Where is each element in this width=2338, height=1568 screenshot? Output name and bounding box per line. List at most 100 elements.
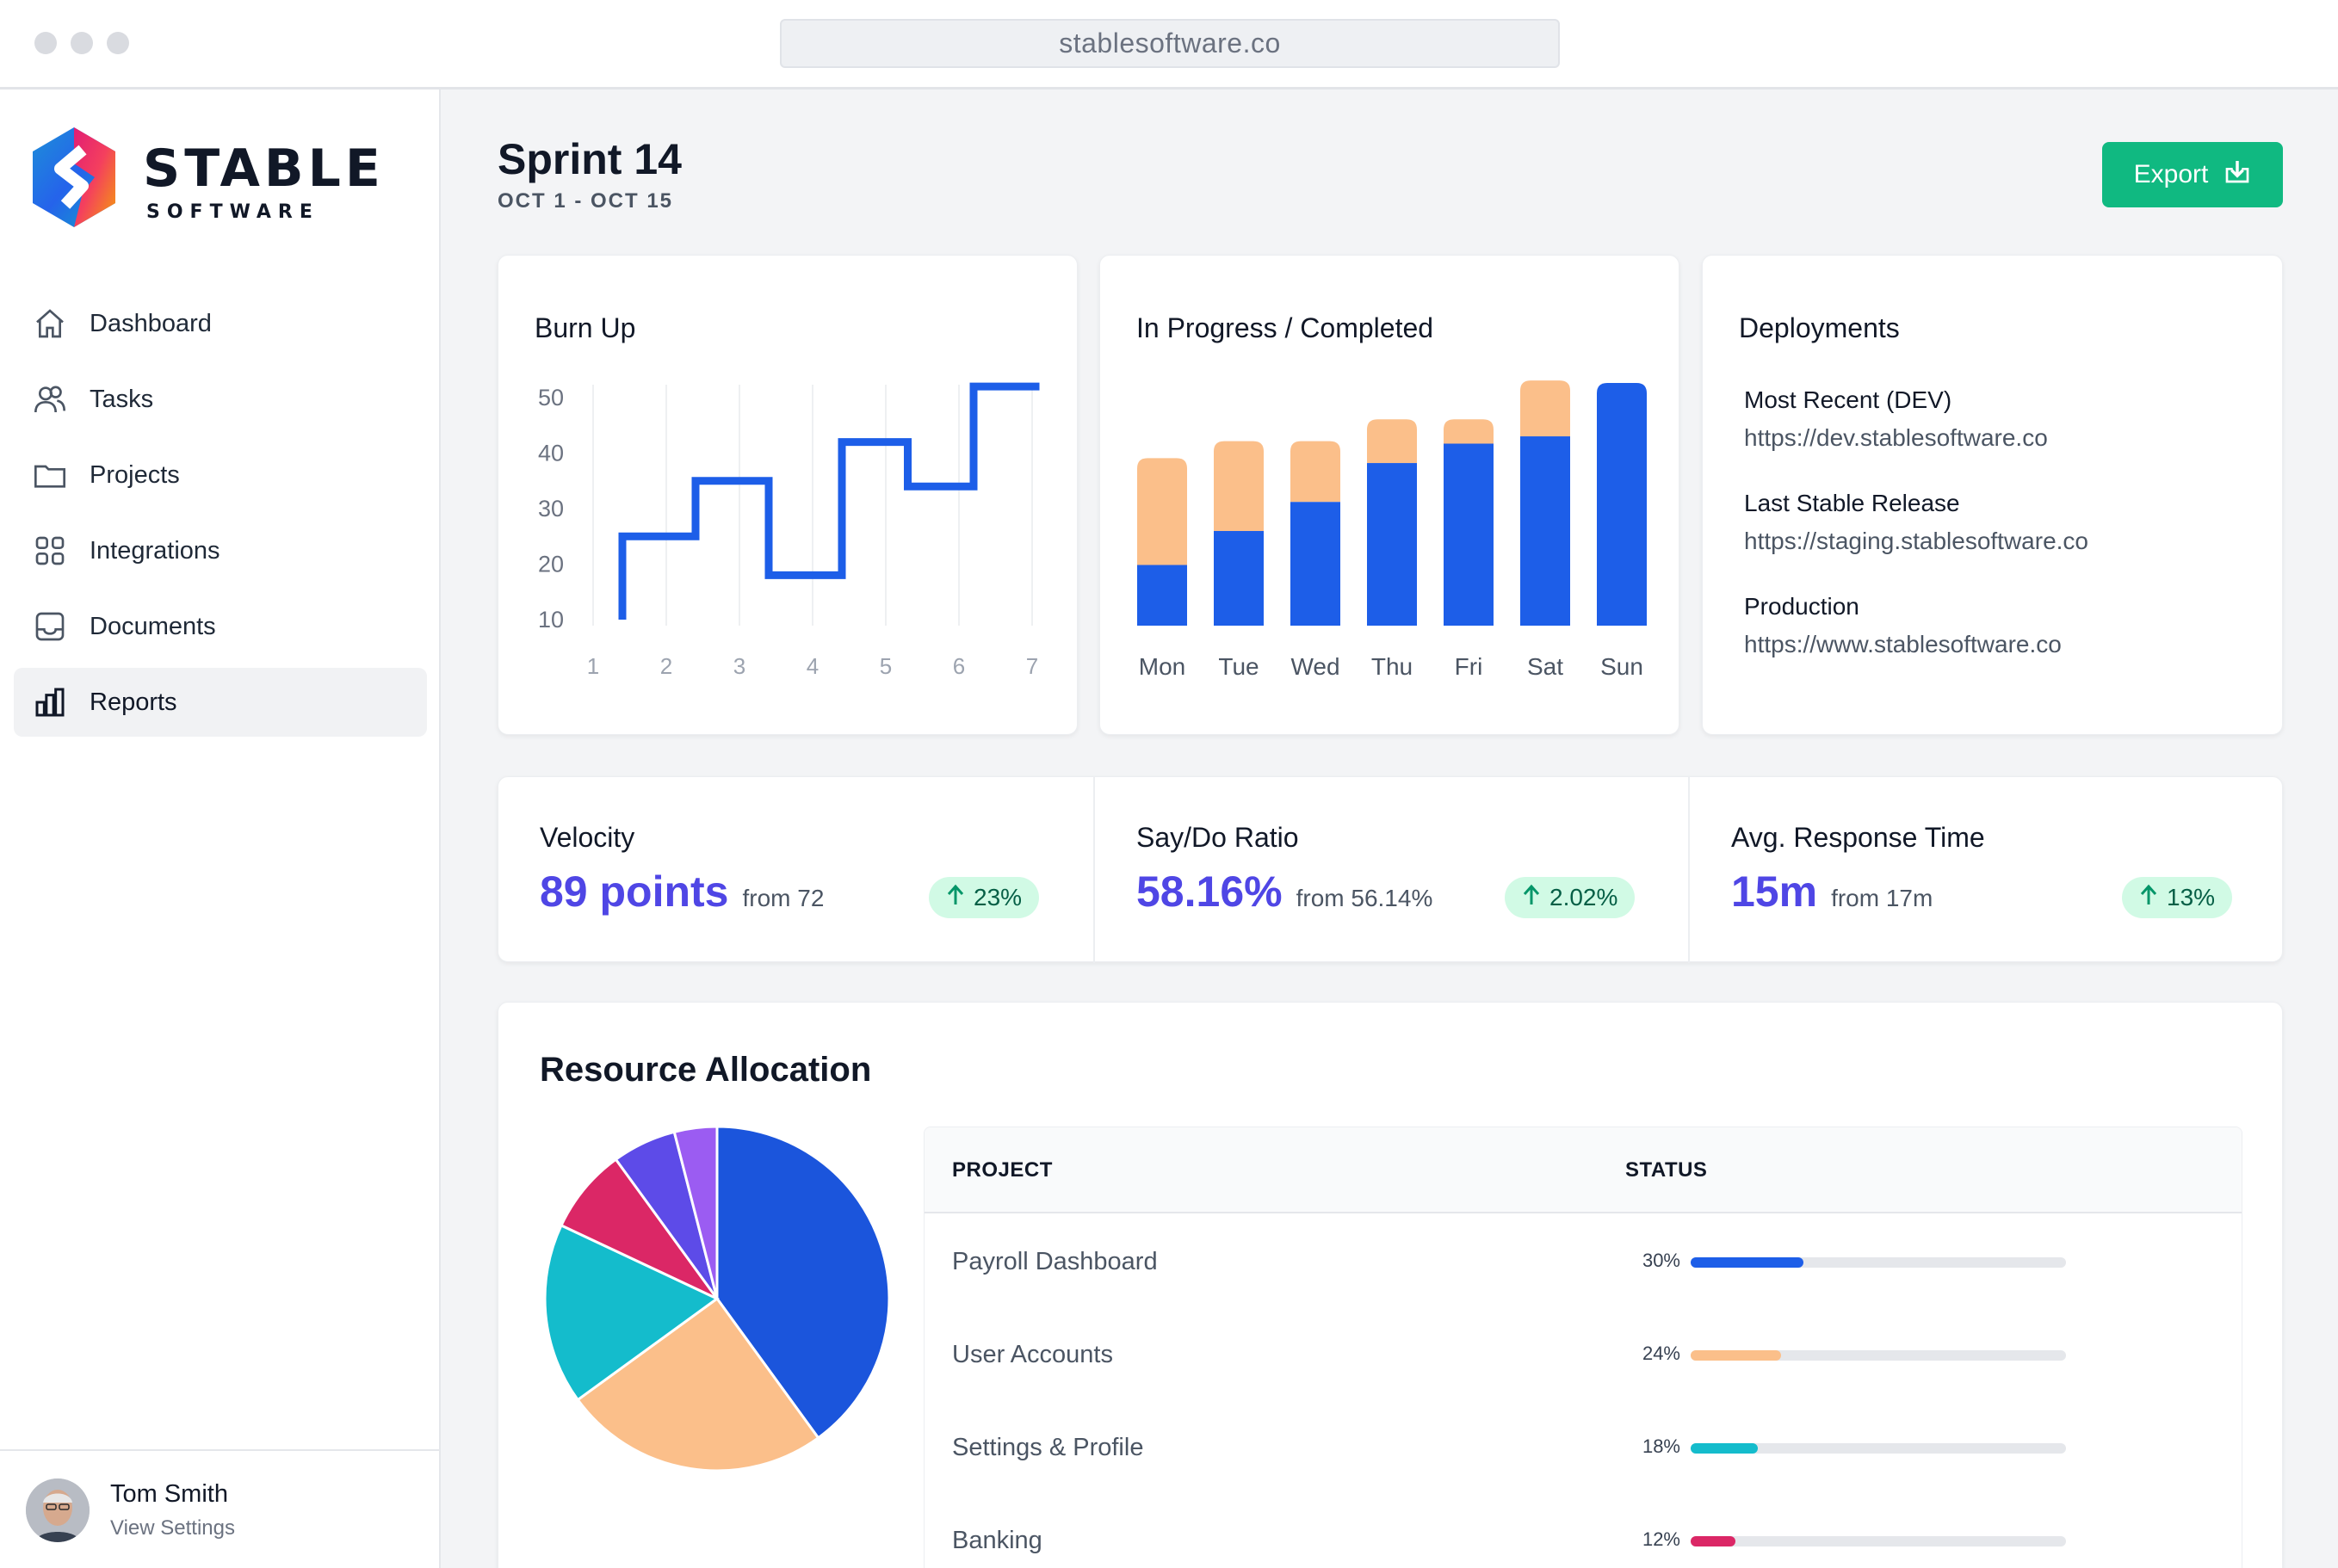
bar-segment	[1137, 565, 1187, 626]
pie-slice	[715, 1125, 891, 1440]
bar-segment	[1520, 380, 1570, 437]
view-settings-link[interactable]: View Settings	[110, 1516, 235, 1540]
user-profile[interactable]: Tom Smith View Settings	[0, 1449, 441, 1568]
status-progress-bar	[1691, 1536, 2066, 1546]
deployment-name: Last Stable Release	[1744, 490, 1960, 516]
window-close-dot[interactable]	[34, 32, 57, 54]
folder-icon	[31, 456, 69, 494]
y-tick-label: 40	[538, 441, 564, 466]
avatar[interactable]	[26, 1478, 90, 1542]
burn-up-card: Burn Up 1 2 3 4 5 6 7 50 40 30 20 10	[498, 255, 1078, 735]
status-progress-fill	[1691, 1536, 1736, 1546]
project-percent: 18%	[1642, 1435, 1680, 1457]
arrow-up-icon	[1522, 884, 1541, 912]
stat-from: from 56.14%	[1296, 885, 1433, 911]
sidebar-item-tasks[interactable]: Tasks	[14, 365, 427, 434]
stat-change-value: 13%	[2167, 884, 2216, 911]
deployments-card: Deployments Most Recent (DEV) https://de…	[1702, 255, 2283, 735]
x-tick-label: Sun	[1600, 653, 1643, 680]
column-header-project[interactable]: PROJECT	[952, 1158, 1053, 1182]
sidebar-item-documents[interactable]: Documents	[14, 592, 427, 661]
progress-title: In Progress / Completed	[1136, 312, 1434, 343]
deployment-item-production: Production https://www.stablesoftware.co	[1744, 593, 2062, 658]
user-name: Tom Smith	[110, 1480, 228, 1508]
stat-value: 89 points from 72	[540, 867, 825, 916]
sidebar-item-label: Tasks	[90, 385, 154, 413]
stat-change-value: 2.02%	[1549, 884, 1618, 911]
browser-chrome: stablesoftware.co	[0, 0, 2338, 90]
sidebar-item-label: Reports	[90, 688, 177, 716]
project-percent: 30%	[1642, 1250, 1680, 1271]
y-tick-label: 50	[538, 385, 564, 411]
deployment-item-dev: Most Recent (DEV) https://dev.stablesoft…	[1744, 386, 2048, 452]
deployments-title: Deployments	[1739, 312, 1900, 343]
table-row[interactable]: Banking 12%	[925, 1492, 2242, 1568]
table-row[interactable]: Payroll Dashboard 30%	[925, 1213, 2242, 1306]
x-tick-label: Fri	[1455, 653, 1483, 680]
deployment-url[interactable]: https://staging.stablesoftware.co	[1744, 528, 2088, 554]
resource-allocation-title: Resource Allocation	[540, 1051, 872, 1089]
users-icon	[31, 380, 69, 418]
status-progress-fill	[1691, 1350, 1781, 1361]
deployment-item-stable: Last Stable Release https://staging.stab…	[1744, 490, 2088, 555]
burn-up-title: Burn Up	[535, 312, 636, 343]
bar-segment	[1137, 458, 1187, 565]
table-header: PROJECT STATUS	[925, 1127, 2242, 1213]
bar-segment	[1444, 419, 1494, 444]
sidebar-item-projects[interactable]: Projects	[14, 441, 427, 509]
stat-change-badge: 23%	[929, 877, 1040, 918]
bar-segment	[1367, 463, 1417, 626]
resource-table: PROJECT STATUS Payroll Dashboard 30% Use…	[924, 1127, 2242, 1568]
brand-tagline: SOFTWARE	[146, 201, 319, 223]
bar-segment	[1520, 436, 1570, 626]
arrow-up-icon	[946, 884, 965, 912]
home-icon	[31, 305, 69, 343]
stat-velocity: Velocity 89 points from 72 23%	[498, 777, 1093, 963]
table-row[interactable]: User Accounts 24%	[925, 1306, 2242, 1399]
arrow-up-icon	[2139, 884, 2158, 912]
x-tick-label: 6	[953, 653, 965, 679]
sidebar-nav: Dashboard Tasks Projects Integrations Do…	[14, 289, 427, 744]
progress-chart: Mon Tue Wed Thu Fri Sat Sun	[1137, 380, 1647, 680]
window-maximize-dot[interactable]	[107, 32, 129, 54]
x-tick-label: Mon	[1139, 653, 1185, 680]
x-tick-label: 4	[807, 653, 819, 679]
inbox-icon	[31, 608, 69, 645]
bar-segment	[1214, 531, 1264, 626]
stat-label: Say/Do Ratio	[1136, 822, 1299, 853]
sidebar-item-label: Projects	[90, 460, 180, 489]
deployment-url[interactable]: https://dev.stablesoftware.co	[1744, 424, 2048, 451]
burn-up-series-line	[618, 382, 1040, 620]
sidebar-item-integrations[interactable]: Integrations	[14, 516, 427, 585]
project-name: Settings & Profile	[952, 1434, 1144, 1461]
progress-card: In Progress / Completed Mon Tue Wed Thu Fri S…	[1099, 255, 1679, 735]
brand-logo[interactable]: STABLE SOFTWARE	[26, 124, 422, 236]
deployment-url[interactable]: https://www.stablesoftware.co	[1744, 631, 2062, 657]
status-progress-bar	[1691, 1443, 2066, 1454]
export-button[interactable]: Export	[2102, 142, 2283, 207]
stat-say-do-ratio: Say/Do Ratio 58.16% from 56.14% 2.02%	[1093, 777, 1688, 963]
stat-avg-response-time: Avg. Response Time 15m from 17m 13%	[1688, 777, 2283, 963]
stat-from: from 72	[742, 885, 825, 911]
burn-up-chart: 1 2 3 4 5 6 7 50 40 30 20 10	[538, 382, 1040, 679]
project-name: Banking	[952, 1527, 1042, 1554]
pie-slice	[672, 1125, 719, 1299]
address-bar-text: stablesoftware.co	[1059, 28, 1281, 59]
stat-change-badge: 2.02%	[1505, 877, 1636, 918]
deployment-name: Most Recent (DEV)	[1744, 386, 1952, 413]
sidebar-item-label: Documents	[90, 612, 216, 640]
sidebar-item-dashboard[interactable]: Dashboard	[14, 289, 427, 358]
logo-mark-icon	[33, 127, 115, 227]
x-tick-label: 2	[660, 653, 672, 679]
x-tick-label: 1	[587, 653, 599, 679]
bar-segment	[1444, 443, 1494, 626]
y-tick-label: 30	[538, 496, 564, 522]
window-minimize-dot[interactable]	[71, 32, 93, 54]
address-bar[interactable]: stablesoftware.co	[780, 19, 1560, 68]
project-name: Payroll Dashboard	[952, 1248, 1158, 1275]
project-name: User Accounts	[952, 1341, 1113, 1368]
table-row[interactable]: Settings & Profile 18%	[925, 1399, 2242, 1492]
stat-value: 58.16% from 56.14%	[1136, 867, 1433, 916]
column-header-status[interactable]: STATUS	[1625, 1158, 1708, 1182]
sidebar-item-reports[interactable]: Reports	[14, 668, 427, 737]
